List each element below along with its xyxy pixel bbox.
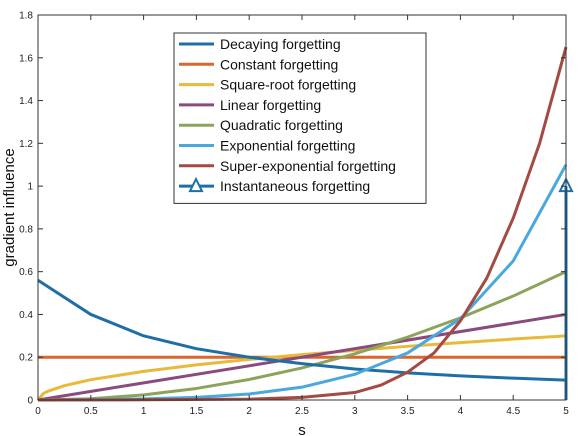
series-line-4 (37, 270, 567, 402)
y-tick-label: 1.6 (19, 53, 33, 64)
legend-box (173, 32, 427, 204)
ticks-layer: 0 0.5 1 1.5 2 2.5 3 3.5 4 4.5 5 0 0.2 0.4 0.6 0.8 1 1.2 1.… (19, 11, 569, 418)
y-tick-label: 0.6 (19, 267, 33, 278)
y-tick-label: 0.8 (19, 224, 33, 235)
legend-label-0: Decaying forgetting (220, 36, 341, 52)
y-tick-label: 1.8 (19, 11, 33, 22)
legend-label-4: Quadratic forgetting (220, 117, 343, 133)
y-tick-label: 0 (27, 396, 33, 407)
x-tick-label: 4 (458, 406, 464, 417)
series-line-3 (37, 312, 567, 402)
y-axis-label: gradient influence (1, 148, 18, 266)
legend: Decaying forgetting Constant forgetting Sq… (173, 32, 427, 204)
legend-label-2: Square-root forgetting (220, 77, 356, 93)
x-tick-label: 3.5 (401, 406, 415, 417)
legend-label-5: Exponential forgetting (220, 138, 355, 154)
x-tick-label: 4.5 (506, 406, 520, 417)
legend-label-3: Linear forgetting (220, 97, 321, 113)
y-tick-label: 1 (27, 182, 33, 193)
x-tick-label: 5 (563, 406, 569, 417)
x-axis-label: s (298, 422, 306, 436)
series-line-0 (37, 278, 567, 382)
y-tick-label: 1.4 (19, 96, 33, 107)
series-line-2 (36, 334, 567, 401)
x-tick-label: 0 (35, 406, 41, 417)
x-tick-label: 0.5 (84, 406, 98, 417)
x-tick-label: 2.5 (295, 406, 309, 417)
y-tick-label: 1.2 (19, 139, 33, 150)
legend-label-7: Instantaneous forgetting (220, 178, 370, 194)
legend-label-6: Super-exponential forgetting (220, 158, 396, 174)
legend-marker-7 (188, 176, 204, 193)
x-tick-label: 2 (246, 406, 252, 417)
y-tick-label: 0.4 (19, 310, 33, 321)
y-tick-label: 0.2 (19, 353, 33, 364)
x-tick-label: 3 (352, 406, 358, 417)
x-tick-label: 1 (141, 406, 147, 417)
legend-label-1: Constant forgetting (220, 56, 338, 72)
x-tick-label: 1.5 (189, 406, 203, 417)
